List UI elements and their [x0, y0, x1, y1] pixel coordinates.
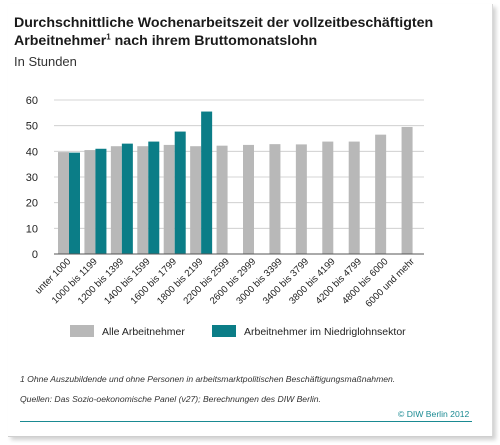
bar-all-employees — [348, 141, 360, 254]
bar-all-employees — [110, 146, 122, 254]
y-tick-label: 0 — [32, 249, 38, 261]
footnote-text: 1 Ohne Auszubildende und ohne Personen i… — [20, 374, 396, 384]
y-tick-label: 30 — [26, 172, 38, 184]
legend-label-low-wage: Arbeitnehmer im Niedriglohnsektor — [244, 326, 406, 338]
bar-all-employees — [163, 144, 175, 254]
source-text: Quellen: Das Sozio-oekonomische Panel (v… — [20, 394, 321, 404]
bar-all-employees — [84, 150, 96, 254]
chart-title: Durchschnittliche Wochenarbeitszeit der … — [14, 14, 433, 50]
bar-all-employees — [216, 145, 228, 254]
bar-all-employees — [375, 134, 387, 254]
legend-swatch-low-wage — [212, 325, 236, 337]
bar-low-wage-sector — [174, 131, 186, 254]
y-tick-label: 20 — [26, 198, 38, 210]
bottom-rule — [20, 421, 472, 422]
y-tick-label: 40 — [26, 146, 38, 158]
bar-all-employees — [190, 146, 202, 254]
bar-low-wage-sector — [201, 111, 213, 254]
y-tick-label: 60 — [26, 95, 38, 107]
copyright-credit: © DIW Berlin 2012 — [398, 409, 470, 419]
y-tick-label: 50 — [26, 121, 38, 133]
chart-subtitle: In Stunden — [14, 54, 77, 69]
title-line-2-start: Arbeitnehmer — [14, 33, 107, 49]
bar-all-employees — [243, 144, 254, 254]
bar-all-employees — [401, 126, 413, 254]
bar-all-employees — [295, 144, 307, 254]
bar-low-wage-sector — [95, 148, 107, 254]
bar-low-wage-sector — [69, 152, 80, 254]
legend-label-all: Alle Arbeitnehmer — [102, 326, 185, 338]
title-line-1: Durchschnittliche Wochenarbeitszeit der … — [14, 15, 434, 31]
bar-all-employees — [322, 141, 334, 254]
title-line-2-end: nach ihrem Bruttomonatslohn — [110, 33, 318, 49]
bar-all-employees — [269, 144, 281, 254]
y-tick-label: 10 — [26, 223, 38, 235]
bar-all-employees — [137, 146, 149, 254]
title-line-2: Arbeitnehmer1 nach ihrem Bruttomonatsloh… — [14, 32, 433, 50]
legend-swatch-all — [70, 325, 94, 337]
bar-low-wage-sector — [148, 141, 160, 254]
bar-all-employees — [58, 152, 69, 254]
bar-low-wage-sector — [121, 143, 133, 254]
footnote-marker: 1 — [106, 32, 111, 42]
